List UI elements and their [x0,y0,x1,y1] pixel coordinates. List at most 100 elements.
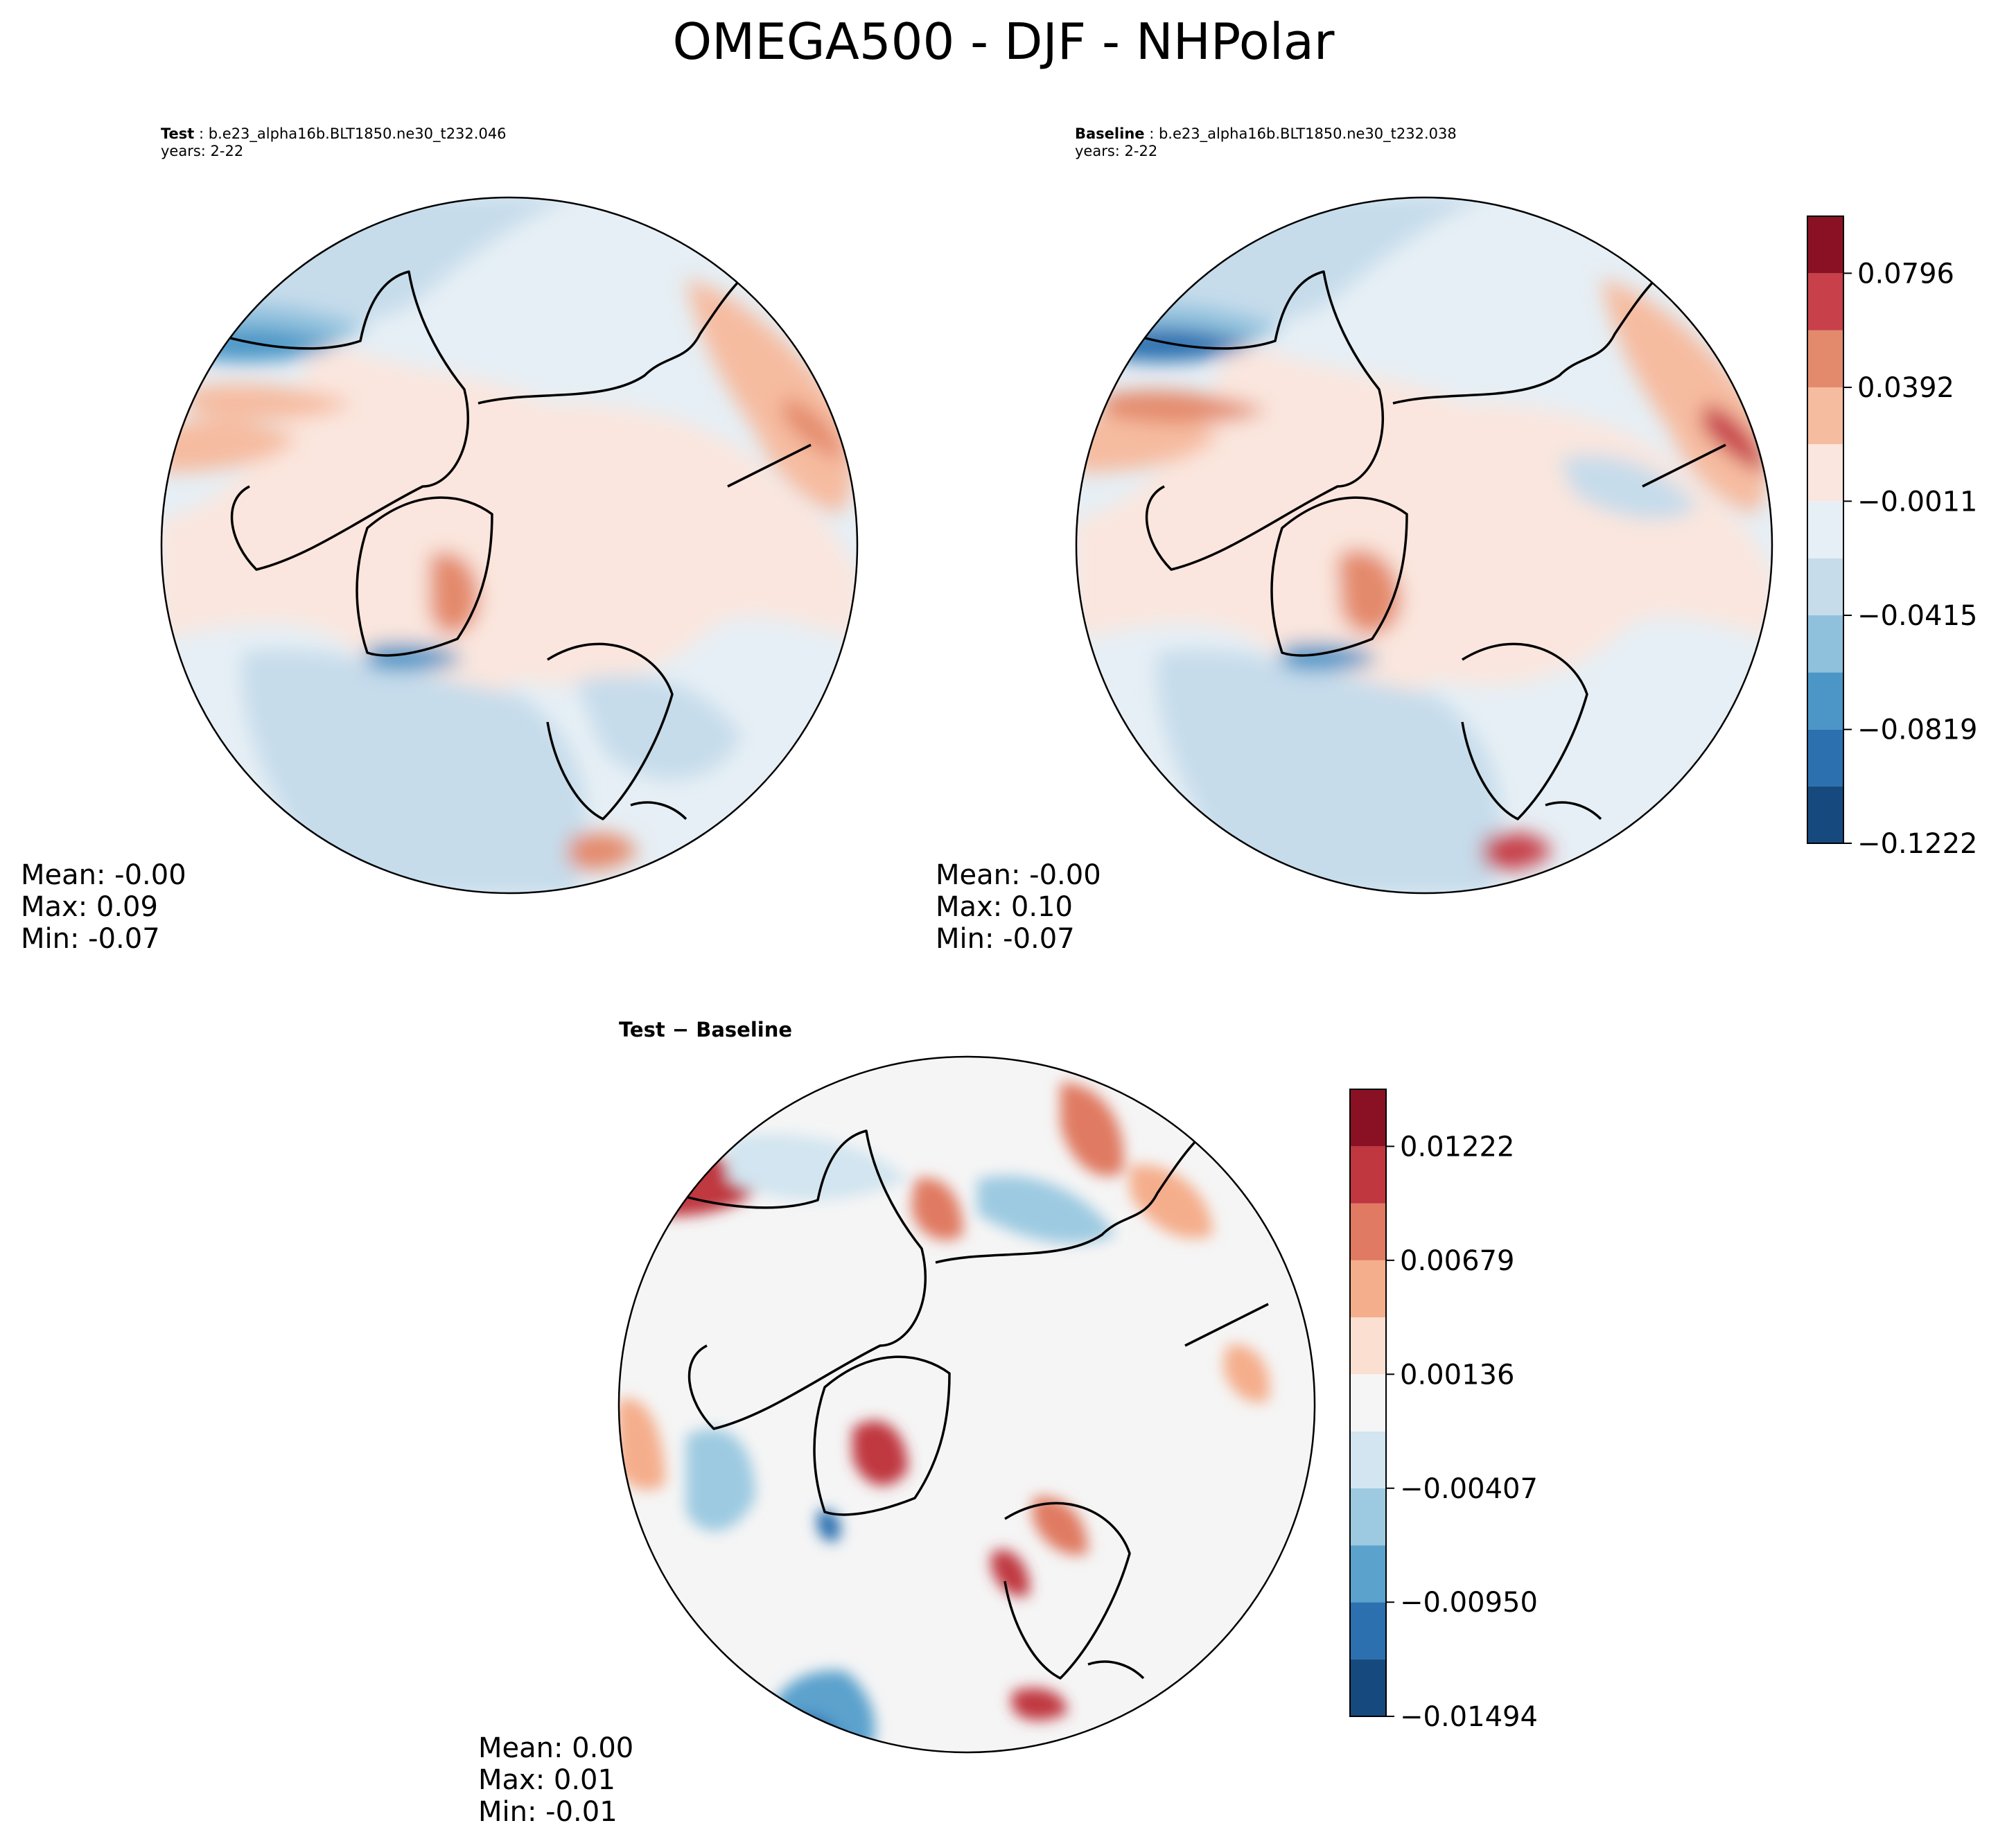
baseline-colorbar-frame [1807,215,1844,844]
baseline-colorbar-band [1807,443,1843,502]
baseline-polar-map [1075,196,1773,895]
map-boundary [1075,196,1773,895]
diff-colorbar-band [1350,1374,1386,1432]
coastline [1184,1303,1269,1347]
coastline [214,270,469,571]
baseline-colorbar-band [1807,216,1843,274]
coastline [630,801,687,820]
baseline-case-name: b.e23_alpha16b.BLT1850.ne30_t232.038 [1158,125,1457,142]
map-field-region [1076,334,1772,698]
baseline-colorbar-band [1807,273,1843,331]
map-field-region [1223,1344,1270,1402]
baseline-colorbar-band [1807,558,1843,616]
map-field-region [367,643,464,671]
map-field-region [1483,832,1552,870]
map-field-region [1102,390,1268,424]
diff-colorbar-band [1350,1659,1386,1716]
coastline [1392,277,1658,405]
coastline [1642,443,1726,488]
test-label: Test [161,125,195,142]
map-field-region [619,1398,665,1490]
test-polar-map [160,196,859,895]
map-boundary [617,1055,1316,1754]
diff-colorbar-band [1350,1317,1386,1375]
diff-polar-map [617,1055,1316,1754]
map-field-region [686,1429,755,1531]
baseline-colorbar-tick-label: −0.0415 [1857,600,1977,632]
baseline-colorbar-band [1807,330,1843,388]
map-field-region [991,1549,1030,1596]
coastline [356,496,493,657]
test-stat-mean: Mean: -0.00 [21,859,186,891]
map-field-region [783,396,845,459]
diff-colorbar-band [1350,1260,1386,1318]
map-field-region [1601,279,1769,514]
baseline-colorbar-tick-label: −0.0011 [1857,486,1977,518]
map-field-region [242,649,586,893]
map-field-region [1076,412,1220,473]
diff-colorbar-tick-label: −0.01494 [1400,1701,1538,1733]
baseline-colorbar-tick-label: −0.1222 [1857,828,1977,860]
baseline-colorbar-band [1807,786,1843,843]
coastline [1087,1660,1145,1680]
map-field-region [977,1175,1116,1244]
map-field-region [575,675,742,780]
coastline [546,642,674,820]
baseline-colorbar-tick-label: 0.0392 [1857,372,1954,404]
diff-colorbar-band [1350,1545,1386,1603]
coastline [1129,270,1384,571]
diff-stat-max: Max: 0.01 [478,1764,615,1796]
diff-colorbar-tick-label: 0.00136 [1400,1359,1514,1391]
baseline-stat-mean: Mean: -0.00 [936,859,1101,891]
map-field-region [817,1510,841,1542]
map-field-region [430,552,480,635]
map-field-region [1282,643,1379,671]
baseline-colorbar-tick-label: 0.0796 [1857,258,1954,290]
map-field-region [161,334,857,698]
baseline-years: years: 2-22 [1075,143,1158,159]
diff-colorbar-tick-label: 0.01222 [1400,1131,1514,1163]
map-field-region [1130,1164,1213,1239]
diff-colorbar-tick-label: 0.00679 [1400,1245,1514,1277]
map-field-region [852,1420,908,1486]
baseline-colorbar-band [1807,615,1843,673]
coastline [813,1355,951,1516]
diff-colorbar-band [1350,1089,1386,1147]
map-field-region [1559,455,1698,520]
coastline [1461,642,1588,820]
baseline-colorbar-band [1807,387,1843,444]
test-stats: Mean: -0.00 Max: 0.09 Min: -0.07 [21,859,186,955]
diff-colorbar-band [1350,1431,1386,1488]
baseline-stat-max: Max: 0.10 [936,891,1073,923]
test-panel-header: Test : b.e23_alpha16b.BLT1850.ne30_t232.… [161,125,507,159]
diff-stats: Mean: 0.00 Max: 0.01 Min: -0.01 [478,1732,633,1828]
figure-title: OMEGA500 - DJF - NHPolar [672,12,1335,71]
baseline-colorbar-band [1807,729,1843,786]
diff-colorbar-band [1350,1602,1386,1660]
baseline-stat-min: Min: -0.07 [936,923,1075,955]
map-field-region [187,383,353,420]
test-stat-max: Max: 0.09 [21,891,158,923]
baseline-colorbar: −0.1222 −0.0819 −0.0415 −0.0011 0.0392 0.0796 [1807,215,1977,860]
test-stat-min: Min: -0.07 [21,923,160,955]
map-field-region [1701,403,1767,473]
diff-colorbar-band [1350,1146,1386,1204]
diff-stat-mean: Mean: 0.00 [478,1732,634,1764]
diff-panel-title: Test − Baseline [619,1018,793,1041]
diff-colorbar-tick-label: −0.00407 [1400,1473,1538,1505]
coastline [935,1136,1200,1264]
map-field-region [1157,649,1501,893]
map-field-region [728,1134,908,1200]
diff-colorbar: −0.01494 −0.00950 −0.00407 0.00136 0.00679 0.… [1349,1089,1538,1733]
map-field-region [911,1178,963,1240]
coastline [672,1129,927,1430]
baseline-label: Baseline [1075,125,1145,142]
baseline-panel-header: Baseline : b.e23_alpha16b.BLT1850.ne30_t… [1075,125,1457,159]
diff-colorbar-frame [1349,1089,1387,1717]
coastline [1270,496,1408,657]
test-years: years: 2-22 [161,143,244,159]
map-field-region [1338,549,1401,635]
diff-colorbar-tick-label: −0.00950 [1400,1587,1538,1619]
map-field-region [1033,1497,1088,1555]
map-boundary [160,196,859,895]
